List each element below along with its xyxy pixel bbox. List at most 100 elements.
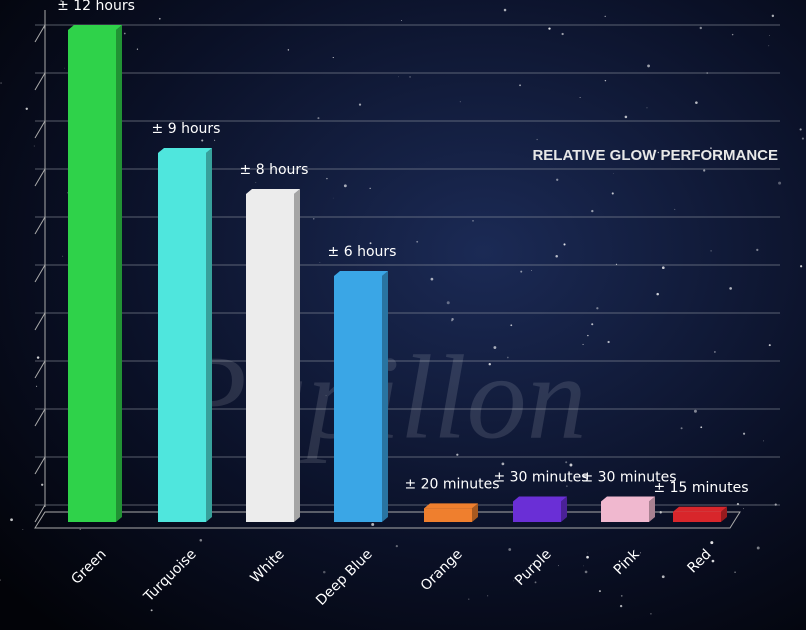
axis-tick-decoration	[34, 408, 46, 427]
star	[604, 79, 607, 82]
bar	[334, 276, 382, 522]
star	[700, 426, 703, 429]
star	[598, 590, 601, 593]
star	[653, 149, 657, 153]
star	[472, 220, 474, 222]
star	[587, 552, 589, 554]
star	[136, 48, 139, 50]
star	[64, 67, 66, 69]
star	[507, 356, 509, 359]
star	[503, 8, 507, 12]
star	[711, 559, 715, 563]
bar	[246, 194, 294, 522]
star	[710, 541, 714, 545]
star	[323, 570, 326, 574]
bar-top	[513, 496, 567, 502]
star	[763, 440, 765, 442]
star	[326, 177, 328, 180]
star	[714, 351, 716, 353]
star	[409, 76, 411, 78]
axis-tick-decoration	[34, 360, 46, 379]
star	[158, 17, 161, 20]
star	[710, 147, 712, 149]
star	[710, 250, 712, 252]
star	[591, 323, 594, 326]
bar-side	[382, 271, 388, 522]
star	[312, 218, 315, 220]
star	[0, 82, 2, 84]
star	[800, 265, 803, 268]
star	[150, 609, 153, 612]
star	[587, 334, 589, 337]
star	[319, 261, 321, 263]
star	[734, 571, 736, 573]
axis-tick-decoration	[34, 72, 46, 91]
star	[646, 107, 648, 109]
star	[647, 64, 650, 68]
star	[369, 187, 371, 189]
star	[661, 575, 665, 579]
star	[25, 107, 28, 111]
star	[325, 395, 327, 397]
value-label: ± 20 minutes	[404, 476, 499, 492]
star	[201, 139, 204, 142]
star	[731, 33, 734, 36]
axis-tick-decoration	[34, 120, 46, 139]
star	[674, 208, 676, 210]
star	[287, 49, 290, 51]
star	[36, 385, 38, 387]
bar-side	[472, 503, 478, 522]
value-label: ± 30 minutes	[581, 470, 676, 486]
axis-tick-decoration	[34, 264, 46, 283]
star	[343, 184, 347, 188]
star	[534, 581, 537, 584]
star	[255, 182, 257, 184]
star	[446, 301, 450, 305]
star	[596, 307, 599, 310]
star	[640, 552, 641, 554]
bar-top	[424, 503, 478, 509]
value-label: ± 30 minutes	[493, 470, 588, 486]
star	[756, 248, 759, 252]
bar-side	[721, 506, 727, 522]
star	[401, 20, 402, 22]
bar-side	[116, 25, 122, 522]
star	[123, 32, 126, 35]
star	[607, 340, 610, 344]
star	[693, 409, 697, 413]
star	[565, 461, 568, 464]
star	[582, 343, 584, 346]
star	[799, 128, 802, 131]
star	[60, 0, 63, 3]
value-label: ± 8 hours	[240, 162, 309, 178]
star	[398, 76, 399, 78]
value-label: ± 6 hours	[328, 244, 397, 260]
star	[531, 269, 533, 271]
star	[36, 356, 40, 359]
star	[624, 115, 628, 119]
star	[604, 15, 606, 18]
star	[0, 579, 1, 581]
star	[459, 101, 461, 103]
axis-tick-decoration	[34, 216, 46, 235]
star	[743, 432, 746, 435]
star	[566, 485, 568, 487]
star	[563, 243, 566, 246]
bar	[513, 501, 561, 522]
bar	[158, 153, 206, 522]
star	[650, 613, 652, 615]
star	[756, 546, 760, 550]
star	[699, 26, 703, 30]
value-label: ± 12 hours	[57, 0, 135, 14]
star	[487, 595, 489, 597]
star	[584, 570, 588, 574]
star	[555, 254, 558, 258]
star	[513, 580, 514, 582]
star	[493, 346, 497, 349]
star	[569, 463, 573, 467]
star	[769, 35, 770, 36]
star	[358, 103, 362, 106]
star	[451, 318, 454, 321]
